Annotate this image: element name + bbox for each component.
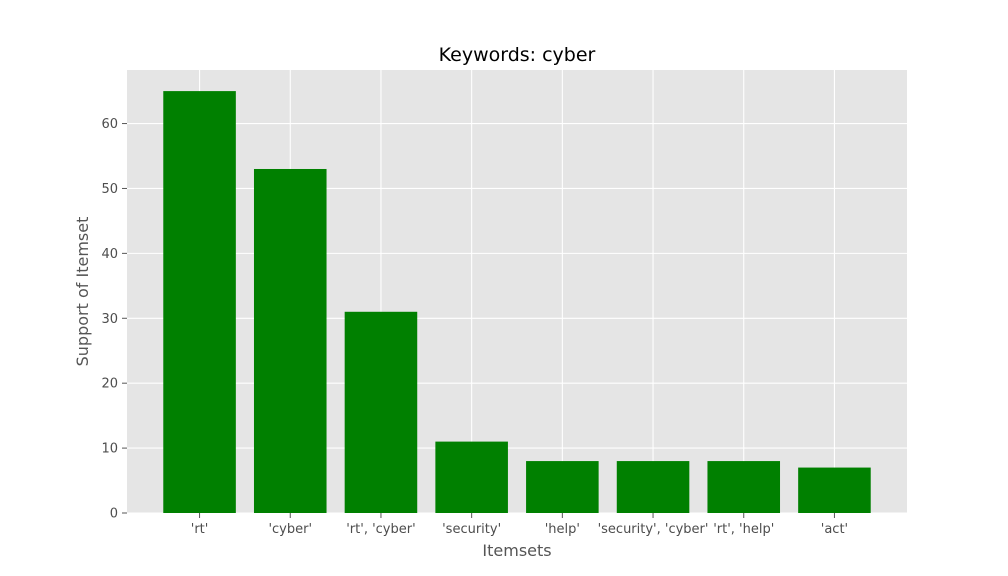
y-tick-label: 40 [101,247,118,262]
bars [163,91,871,513]
bar-3 [435,441,508,513]
x-tick-label: 'act' [821,522,848,537]
bar-2 [344,311,418,513]
chart-title: Keywords: cyber [439,44,596,66]
bar-7 [798,467,871,513]
bar-1 [253,168,327,513]
y-tick-label: 0 [110,507,118,522]
y-tick-label: 20 [101,377,118,392]
x-tick-label: 'security' [442,522,501,537]
axis-ticks: 0 10 20 30 40 50 60 'rt' 'cyber' 'rt', 'cyber' 'se… [101,117,848,537]
x-tick-label: 'cyber' [268,522,312,537]
x-tick-label: 'rt', 'help' [713,522,774,537]
x-tick-label: 'security', 'cyber' [598,522,709,537]
x-tick-label: 'rt' [191,522,209,537]
plot-area [127,70,907,513]
y-tick-label: 60 [101,117,118,132]
y-tick-label: 50 [101,182,118,197]
bar-0 [163,91,236,513]
x-tick-label: 'rt', 'cyber' [346,522,415,537]
bar-5 [616,461,690,513]
bar-6 [707,461,781,513]
y-tick-label: 10 [101,442,118,457]
bar-4 [526,461,599,513]
x-tick-label: 'help' [545,522,580,537]
y-axis-label: Support of Itemset [73,217,92,367]
y-tick-label: 30 [101,312,118,327]
x-axis-label: Itemsets [482,541,551,560]
